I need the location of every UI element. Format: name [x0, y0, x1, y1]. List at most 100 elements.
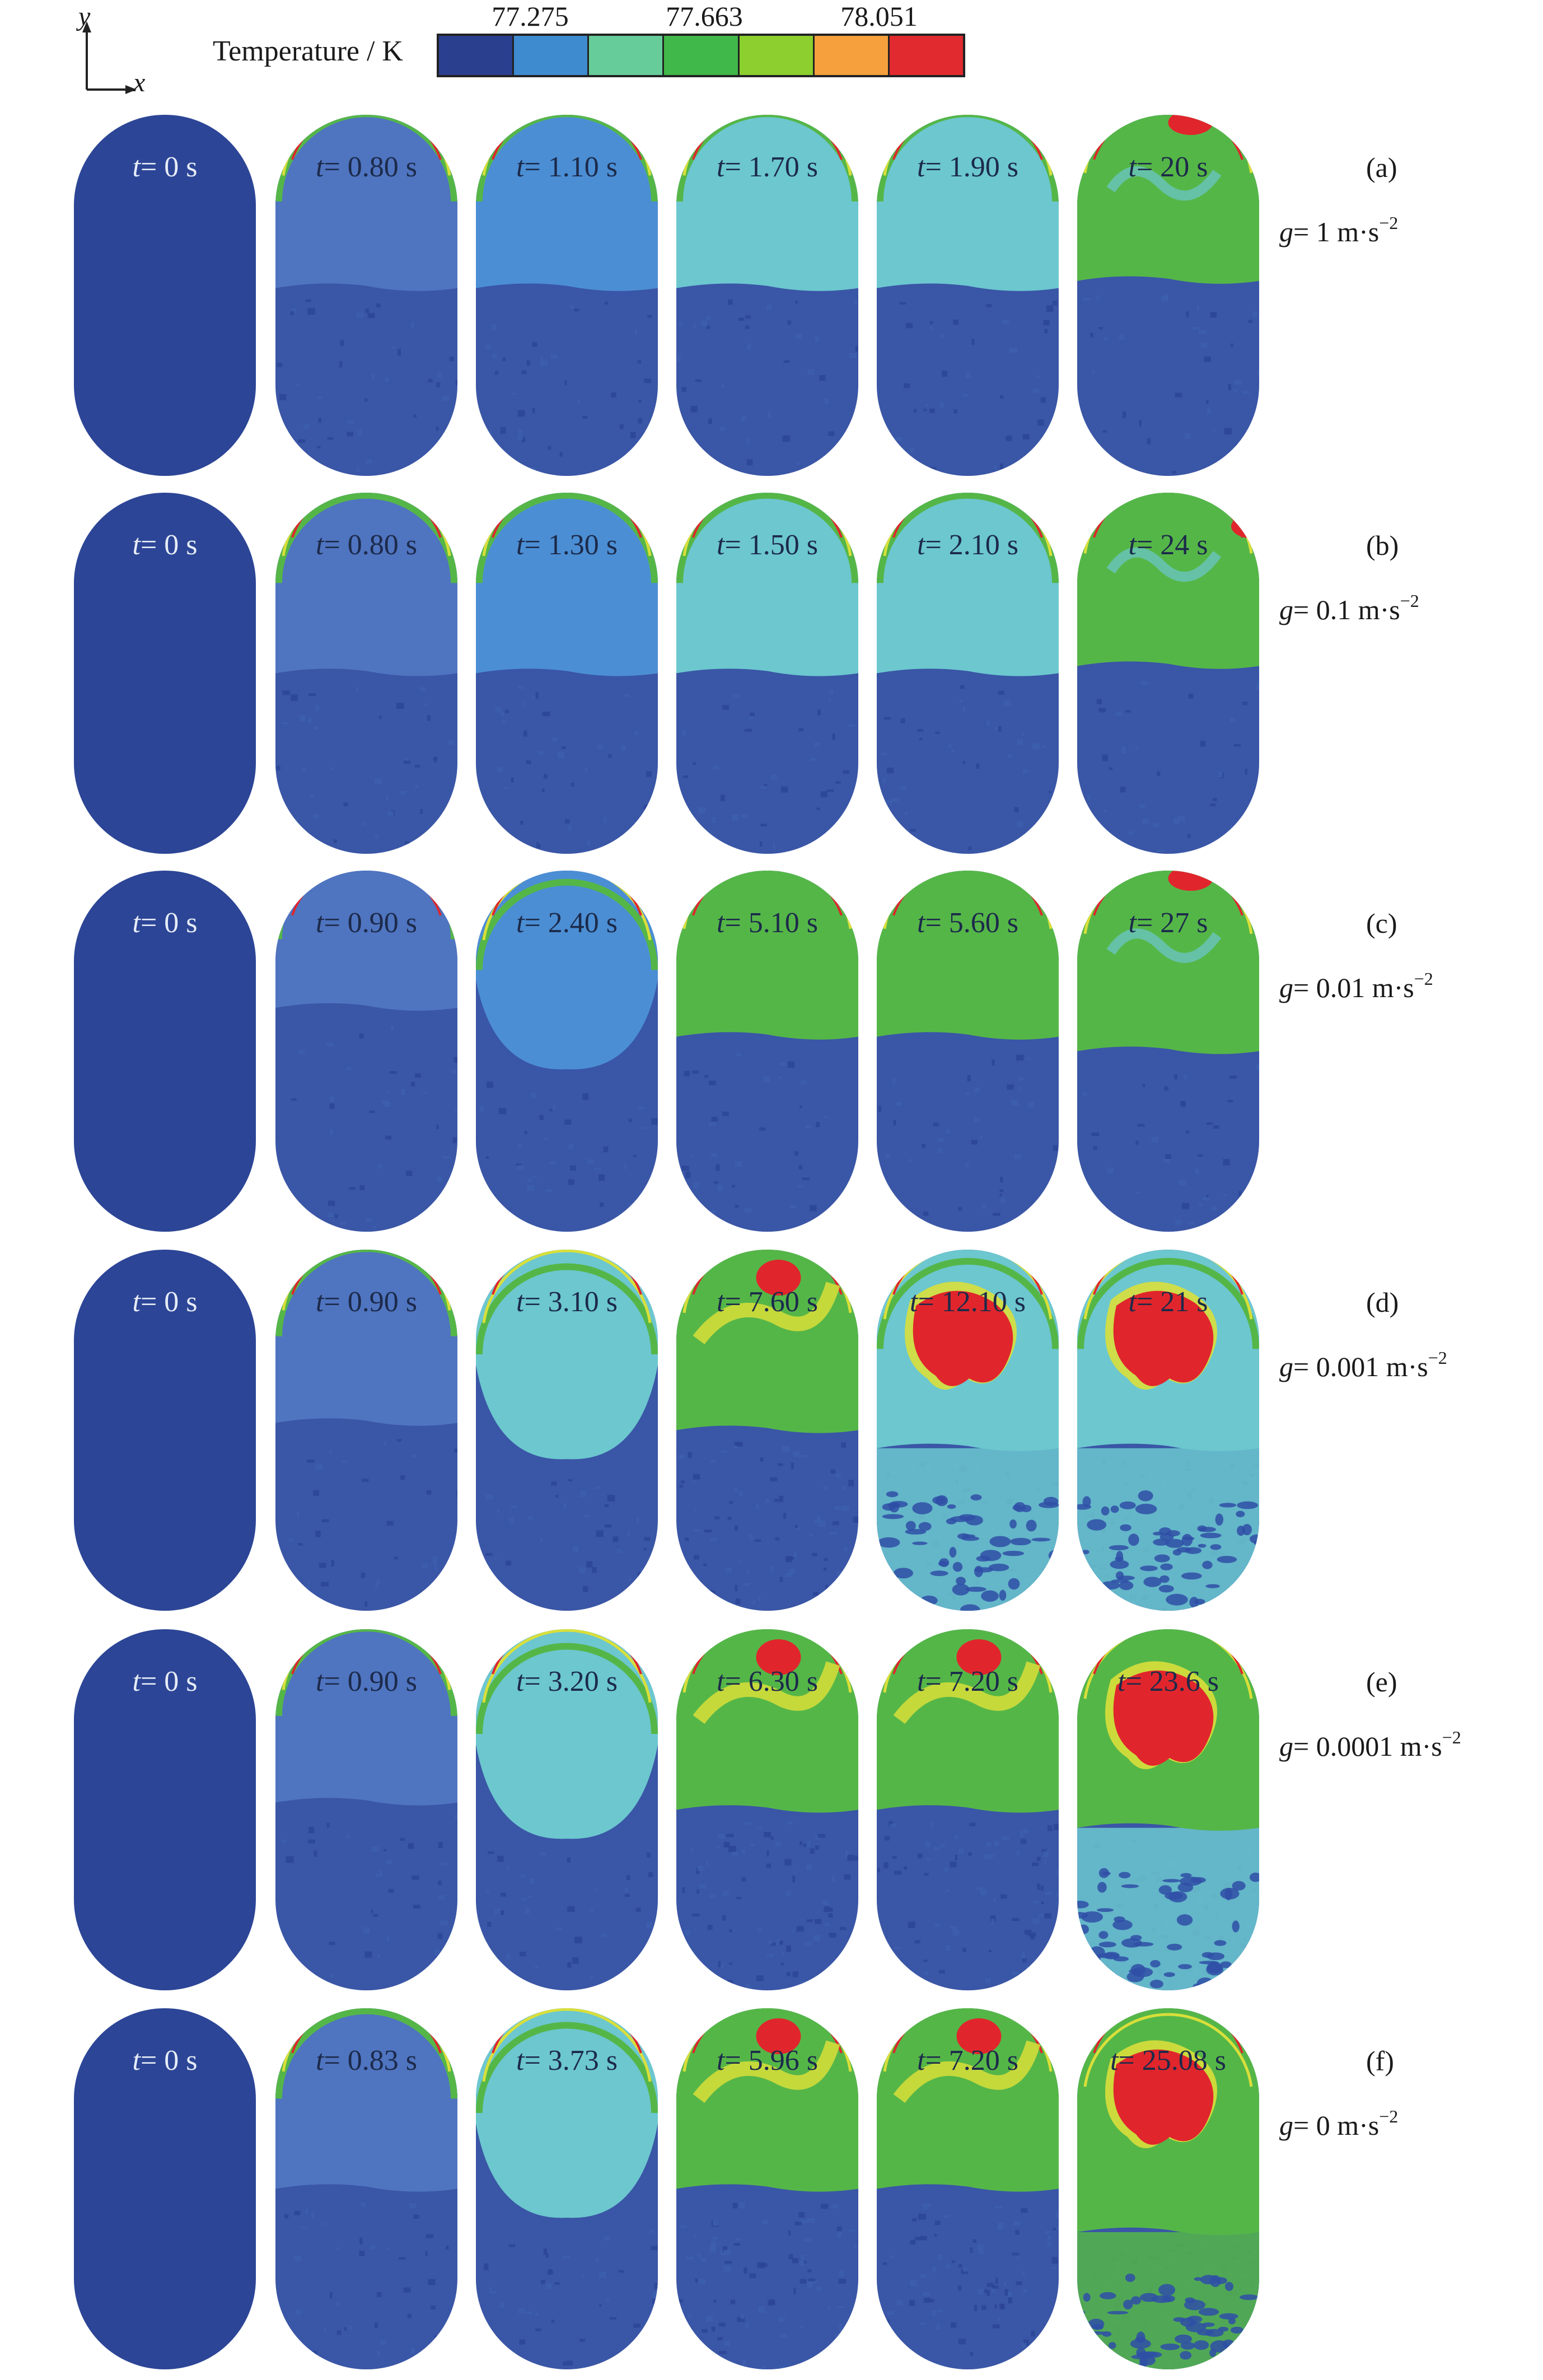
liquid-speckle: [420, 809, 423, 815]
liquid-speckle: [310, 794, 314, 797]
liquid-speckle: [952, 1927, 957, 1931]
liquid-speckle: [1185, 1130, 1190, 1134]
wall-layer: [492, 871, 642, 916]
liquid-speckle: [811, 1600, 815, 1606]
cold-pocket: [1077, 1900, 1089, 1909]
liquid-speckle: [541, 2279, 545, 2284]
liquid-speckle: [400, 791, 406, 795]
liquid-region: [74, 1629, 256, 1990]
liquid-speckle: [1151, 1137, 1158, 1143]
liquid-speckle: [750, 712, 755, 716]
wall-layer: [282, 1629, 451, 1690]
liquid-speckle: [1049, 791, 1051, 793]
liquid-speckle: [1257, 802, 1259, 806]
liquid-speckle: [762, 2220, 769, 2224]
liquid-speckle: [640, 1126, 647, 1130]
liquid-speckle: [1098, 708, 1106, 713]
vapor-region: [1077, 115, 1259, 284]
vapor-region: [275, 1629, 457, 1806]
cold-pocket: [1163, 1972, 1175, 1977]
liquid-speckle: [708, 418, 712, 424]
liquid-speckle: [489, 1201, 493, 1209]
time-label: t= 3.10 s: [476, 1285, 658, 1318]
time-value: = 21 s: [1136, 1286, 1208, 1318]
liquid-speckle: [744, 1208, 752, 1213]
liquid-speckle: [307, 717, 312, 723]
liquid-speckle: [746, 459, 753, 466]
liquid-speckle: [328, 1200, 335, 1207]
liquid-speckle: [682, 1887, 685, 1893]
liquid-speckle: [497, 1855, 504, 1862]
liquid-speckle: [623, 694, 630, 697]
liquid-speckle: [522, 2365, 531, 2369]
liquid-speckle: [922, 2203, 928, 2210]
vapor-region: [676, 115, 858, 291]
liquid-speckle: [563, 1503, 567, 1509]
liquid-speckle: [754, 1539, 761, 1542]
cold-pocket: [1110, 1974, 1119, 1983]
liquid-speckle: [437, 1933, 443, 1939]
cold-pocket: [999, 1589, 1007, 1601]
liquid-speckle: [989, 1949, 992, 1952]
warm-streak: [893, 2040, 1041, 2103]
liquid-speckle: [784, 1859, 792, 1866]
liquid-speckle: [920, 2236, 927, 2241]
liquid-speckle: [494, 1908, 501, 1915]
time-value: = 7.60 s: [724, 1286, 818, 1318]
liquid-speckle: [1229, 1076, 1237, 1079]
cold-pocket: [1201, 2322, 1215, 2327]
liquid-speckle: [484, 1570, 492, 1574]
liquid-speckle: [977, 2244, 984, 2250]
liquid-speckle: [760, 824, 767, 826]
y-axis-label: y: [78, 2, 91, 31]
cold-pocket: [1087, 1519, 1107, 1531]
time-label: t= 1.10 s: [476, 151, 658, 184]
cold-pocket: [1196, 1977, 1214, 1990]
cold-pocket: [1013, 1502, 1026, 1512]
cold-pocket: [1176, 1914, 1193, 1926]
liquid-speckle: [479, 1106, 484, 1112]
cold-pocket: [1026, 1519, 1037, 1532]
liquid-speckle: [807, 1841, 811, 1848]
liquid-speckle: [1035, 2350, 1040, 2353]
vapor-region: [1077, 493, 1259, 669]
vapor-region: [476, 2008, 658, 2218]
liquid-speckle: [495, 2347, 503, 2354]
liquid-speckle: [367, 313, 375, 319]
cold-pocket: [1249, 1872, 1259, 1882]
liquid-speckle: [400, 1475, 405, 1480]
liquid-speckle: [305, 299, 311, 302]
liquid-speckle: [485, 1553, 493, 1556]
liquid-speckle: [412, 1875, 419, 1880]
liquid-speckle: [769, 2299, 775, 2303]
liquid-speckle: [315, 704, 320, 712]
liquid-speckle: [795, 301, 798, 304]
liquid-speckle: [409, 2203, 417, 2209]
liquid-speckle: [383, 1441, 386, 1446]
liquid-speckle: [686, 2256, 694, 2260]
liquid-speckle: [626, 1875, 630, 1881]
cold-pocket: [1198, 1544, 1207, 1548]
liquid-speckle: [1036, 375, 1040, 378]
wall-layer: [892, 1250, 1043, 1295]
liquid-speckle: [454, 1448, 457, 1453]
liquid-speckle: [1041, 1901, 1044, 1905]
liquid-speckle: [288, 2362, 297, 2366]
cold-pocket: [1219, 1503, 1237, 1508]
wall-layer: [692, 493, 843, 538]
time-symbol: t: [1110, 2045, 1119, 2077]
liquid-speckle: [799, 1841, 802, 1845]
liquid-speckle: [795, 333, 802, 339]
time-label: t= 0 s: [74, 1285, 256, 1318]
liquid-speckle: [1017, 2256, 1020, 2260]
tank-snapshot: t= 1.70 s: [676, 115, 858, 476]
liquid-speckle: [849, 2348, 854, 2353]
cold-pocket: [893, 1568, 913, 1579]
wall-layer: [682, 493, 852, 557]
tank-snapshot: t= 24 s: [1077, 493, 1259, 854]
liquid-speckle: [813, 742, 820, 747]
liquid-speckle: [345, 1834, 350, 1839]
liquid-speckle: [780, 786, 788, 793]
liquid-speckle: [972, 2239, 977, 2243]
vapor-region: [275, 115, 457, 291]
